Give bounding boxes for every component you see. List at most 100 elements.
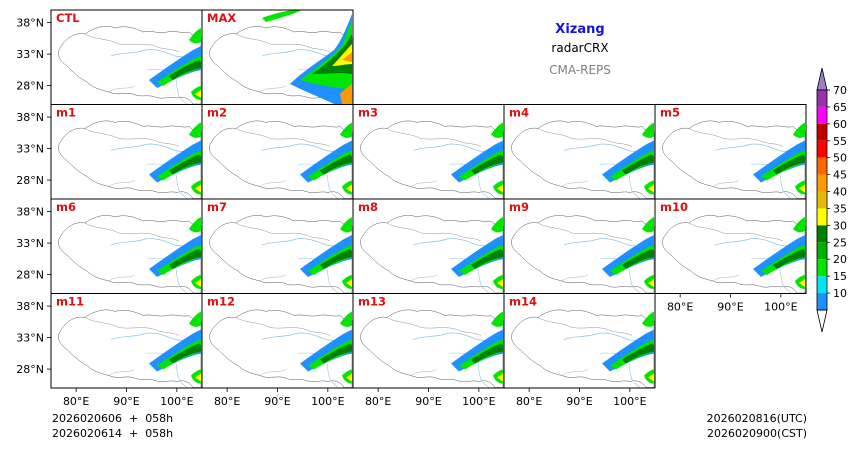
panel-label: m7 (207, 200, 227, 214)
colorbar-level-label: 20 (833, 253, 847, 266)
colorbar-level-label: 40 (833, 186, 847, 199)
reflectivity-echo (262, 10, 352, 104)
valid-time-cst: 2026020900(CST) (707, 427, 807, 440)
panel-label: MAX (207, 11, 236, 25)
colorbar-level-label: 30 (833, 219, 847, 232)
colorbar-swatch (817, 174, 827, 192)
colorbar-swatch (817, 293, 827, 310)
colorbar-level-label: 35 (833, 202, 847, 215)
init-time-cst: 2026020614 + 058h (52, 427, 173, 440)
y-tick-label: 38°N (16, 206, 44, 219)
panel-label: m1 (56, 106, 76, 120)
panel-m13: m13 80°E 90°E 100°E (352, 293, 505, 408)
reflectivity-echo (451, 122, 503, 195)
colorbar-swatch (817, 157, 827, 175)
colorbar-extend-bottom (816, 309, 828, 333)
panel-m8: m8 (352, 198, 505, 294)
panel-label: m4 (509, 106, 529, 120)
reflectivity-echo (149, 311, 201, 384)
panel-label: m10 (660, 200, 688, 214)
chart-subtitle: radarCRX (551, 41, 608, 55)
colorbar-level-label: 55 (833, 135, 847, 148)
reflectivity-echo (149, 28, 201, 100)
x-tick-label: 80°E (365, 395, 391, 408)
x-tick-label: 100°E (311, 395, 344, 408)
x-tick-label: 80°E (214, 395, 240, 408)
panel-m1: m1 38°N 33°N 28°N (16, 104, 203, 200)
colorbar-level-label: 45 (833, 169, 847, 182)
colorbar-swatch (817, 276, 827, 294)
x-tick-label: 100°E (613, 395, 646, 408)
x-tick-label: 100°E (764, 301, 797, 314)
panel-label: m14 (509, 295, 537, 309)
colorbar-swatch (817, 123, 827, 141)
panel-label: m13 (358, 295, 386, 309)
y-tick-label: 38°N (16, 17, 44, 30)
y-tick-label: 33°N (16, 332, 44, 345)
colorbar-swatch (817, 191, 827, 209)
colorbar-level-label: 10 (833, 287, 847, 300)
x-tick-label: 100°E (462, 395, 495, 408)
panel-m3: m3 (352, 104, 505, 200)
x-tick-label: 90°E (566, 395, 592, 408)
panel-label: m11 (56, 295, 84, 309)
colorbar-level-label: 50 (833, 152, 847, 165)
colorbar-extend-top (816, 67, 828, 91)
y-tick-label: 38°N (16, 111, 44, 124)
panel-ctl: CTL 38°N 33°N 28°N (16, 9, 203, 105)
y-tick-label: 28°N (16, 80, 44, 93)
reflectivity-echo (602, 311, 654, 384)
x-tick-label: 90°E (264, 395, 290, 408)
x-tick-label: 80°E (667, 301, 693, 314)
colorbar-level-label: 70 (833, 84, 847, 97)
reflectivity-echo (149, 217, 201, 289)
panel-m10: m10 80°E 90°E 100°E (654, 198, 807, 314)
panel-grid: CTL 38°N 33°N 28°N MAX m1 38°N 33°N 28°N m2 m3 m4 m5… (16, 9, 807, 408)
colorbar-swatch (817, 90, 827, 107)
reflectivity-echo (602, 217, 654, 289)
colorbar-swatch (817, 208, 827, 226)
y-tick-label: 28°N (16, 174, 44, 187)
x-tick-label: 90°E (415, 395, 441, 408)
panel-m9: m9 (503, 198, 656, 294)
colorbar-level-label: 65 (833, 101, 847, 114)
x-tick-label: 100°E (160, 395, 193, 408)
colorbar-swatch (817, 106, 827, 124)
panel-m2: m2 (201, 104, 354, 200)
colorbar-level-label: 60 (833, 118, 847, 131)
colorbar-swatch (817, 140, 827, 158)
panel-label: m5 (660, 106, 680, 120)
chart-source: CMA-REPS (549, 63, 611, 77)
panel-m4: m4 (503, 104, 656, 200)
panel-m7: m7 (201, 198, 354, 294)
panel-label: m6 (56, 200, 76, 214)
panel-m6: m6 38°N 33°N 28°N (16, 198, 203, 294)
reflectivity-echo (451, 217, 503, 289)
y-tick-label: 33°N (16, 237, 44, 250)
y-tick-label: 33°N (16, 143, 44, 156)
colorbar-level-label: 15 (833, 270, 847, 283)
y-tick-label: 28°N (16, 269, 44, 282)
panel-label: m2 (207, 106, 227, 120)
colorbar-swatch (817, 225, 827, 243)
x-tick-label: 80°E (516, 395, 542, 408)
x-tick-label: 90°E (717, 301, 743, 314)
panel-m11: m11 38°N 33°N 28°N 80°E 90°E 100°E (16, 293, 203, 408)
reflectivity-echo (300, 217, 352, 289)
panel-m14: m14 80°E 90°E 100°E (503, 293, 656, 408)
reflectivity-echo (602, 122, 654, 195)
x-tick-label: 90°E (113, 395, 139, 408)
y-tick-label: 33°N (16, 48, 44, 61)
panel-label: m9 (509, 200, 529, 214)
panel-label: m12 (207, 295, 235, 309)
colorbar: 70 65 60 55 50 45 40 35 30 25 20 15 10 (816, 67, 847, 333)
panel-label: CTL (56, 11, 80, 25)
reflectivity-echo (300, 311, 352, 384)
panel-m5: m5 (654, 104, 807, 200)
y-tick-label: 28°N (16, 363, 44, 376)
reflectivity-echo (300, 122, 352, 195)
x-tick-label: 80°E (63, 395, 89, 408)
colorbar-swatch (817, 242, 827, 260)
colorbar-level-label: 25 (833, 236, 847, 249)
